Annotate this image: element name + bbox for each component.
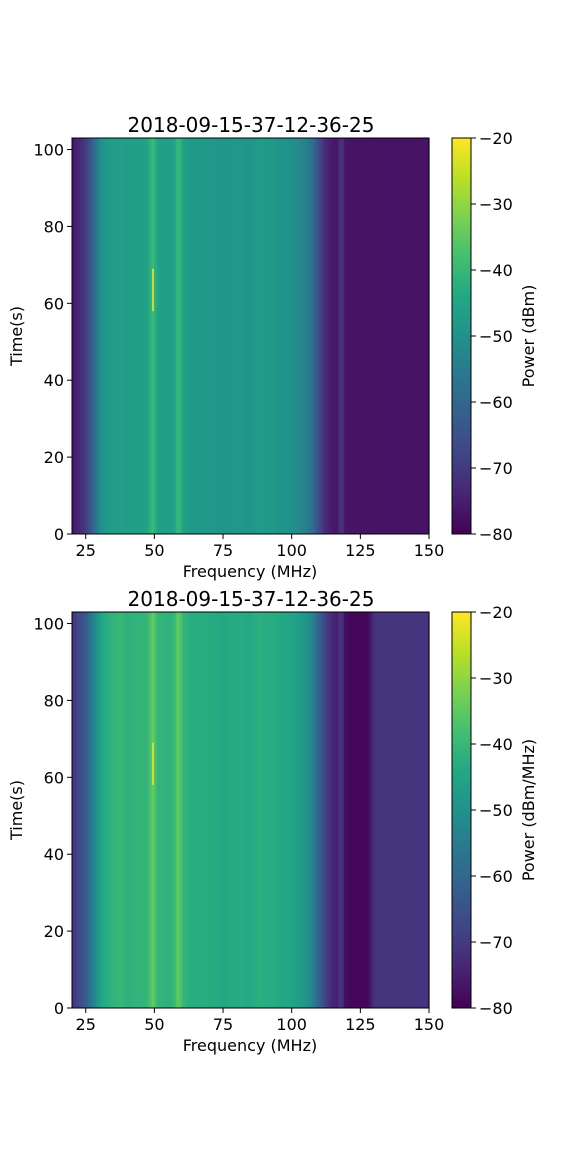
x-axis-label: Frequency (MHz) (183, 562, 317, 581)
y-tick-label: 60 (44, 294, 64, 313)
colorbar-tick-label: −40 (479, 261, 513, 280)
chart-title: 2018-09-15-37-12-36-25 (128, 113, 375, 137)
colorbar-tick-label: −30 (479, 195, 513, 214)
colorbar-tick-label: −50 (479, 327, 513, 346)
colorbar-tick-label: −20 (479, 129, 513, 148)
y-tick-label: 20 (44, 922, 64, 941)
x-tick-label: 25 (76, 1015, 96, 1034)
y-tick-label: 100 (33, 141, 64, 160)
y-tick-label: 100 (33, 615, 64, 634)
colorbar: −20 −30 −40 −50 −60 −70 −80 (452, 603, 513, 1018)
x-tick-label: 50 (144, 1015, 164, 1034)
x-tick-label: 100 (276, 541, 307, 560)
y-tick-label: 60 (44, 768, 64, 787)
x-tick-label: 75 (213, 541, 233, 560)
x-tick-label: 125 (345, 541, 376, 560)
colorbar-label: Power (dBm) (519, 285, 538, 388)
y-tick-label: 0 (54, 999, 64, 1018)
x-tick-label: 150 (414, 541, 445, 560)
heatmap-plot: 25 50 75 100 125 150 0 20 40 60 80 100 (33, 612, 444, 1034)
y-tick-label: 20 (44, 448, 64, 467)
y-tick-label: 80 (44, 691, 64, 710)
chart-panel-1: 2018-09-15-37-12-36-25 25 50 75 100 125 15002… (7, 113, 538, 581)
colorbar: −20 −30 −40 −50 −60 −70 −80 (452, 129, 513, 544)
chart-title: 2018-09-15-37-12-36-25 (128, 587, 375, 611)
colorbar-tick-label: −40 (479, 735, 513, 754)
colorbar-tick-label: −60 (479, 393, 513, 412)
colorbar-tick-label: −80 (479, 999, 513, 1018)
colorbar-tick-label: −20 (479, 603, 513, 622)
x-axis-label: Frequency (MHz) (183, 1036, 317, 1055)
x-tick-label: 125 (345, 1015, 376, 1034)
colorbar-tick-label: −80 (479, 525, 513, 544)
heatmap-cells (72, 138, 430, 534)
colorbar-tick-label: −70 (479, 459, 513, 478)
colorbar-gradient (452, 612, 471, 1008)
x-tick-label: 150 (414, 1015, 445, 1034)
colorbar-tick-label: −30 (479, 669, 513, 688)
heatmap-cells (72, 612, 430, 1008)
y-axis-label: Time(s) (7, 780, 26, 841)
colorbar-tick-label: −70 (479, 933, 513, 952)
y-tick-label: 40 (44, 845, 64, 864)
y-tick-label: 80 (44, 217, 64, 236)
colorbar-tick-label: −50 (479, 801, 513, 820)
x-tick-label: 50 (144, 541, 164, 560)
y-tick-label: 0 (54, 525, 64, 544)
y-axis-label: Time(s) (7, 306, 26, 367)
x-tick-label: 25 (76, 541, 96, 560)
heatmap-plot: 25 50 75 100 125 150 0 20 40 60 80 100 (33, 138, 444, 560)
chart-panel-2: 2018-09-15-37-12-36-25 25 50 75 100 125 15002… (7, 587, 538, 1055)
colorbar-tick-label: −60 (479, 867, 513, 886)
colorbar-label: Power (dBm/MHz) (519, 739, 538, 881)
x-tick-label: 75 (213, 1015, 233, 1034)
y-tick-label: 40 (44, 371, 64, 390)
colorbar-gradient (452, 138, 471, 534)
x-tick-label: 100 (276, 1015, 307, 1034)
